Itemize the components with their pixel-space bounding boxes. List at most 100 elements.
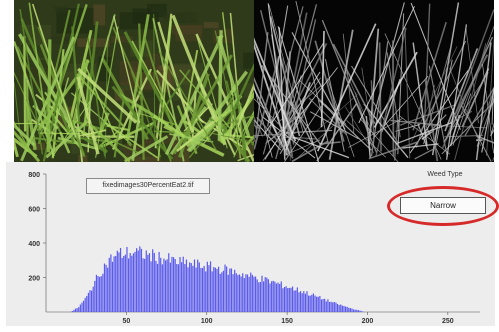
- histogram-bar: [253, 276, 255, 312]
- histogram-bar: [296, 287, 298, 312]
- histogram-bar: [293, 290, 295, 312]
- histogram-bar: [309, 295, 311, 312]
- histogram-bar: [153, 252, 155, 312]
- histogram-bar: [164, 260, 167, 312]
- histogram-bar: [174, 259, 176, 312]
- histogram-bar: [301, 293, 303, 312]
- histogram-bar: [190, 263, 192, 312]
- histogram-bar: [226, 266, 228, 312]
- histogram-bar: [152, 249, 154, 312]
- histogram-bar: [258, 282, 260, 312]
- histogram-bar: [288, 287, 290, 312]
- histogram-bar: [86, 295, 88, 312]
- histogram-bar: [287, 288, 289, 312]
- histogram-bar: [111, 261, 114, 312]
- histogram-bar: [304, 293, 306, 312]
- histogram-bar: [290, 287, 292, 312]
- edge-detection-icon: [254, 0, 494, 162]
- histogram-bar: [168, 253, 170, 312]
- histogram-bar: [346, 306, 348, 312]
- histogram-bar: [76, 308, 78, 312]
- histogram-bar: [295, 290, 297, 312]
- histogram-bar: [216, 268, 218, 312]
- histogram-bar: [303, 291, 305, 312]
- histogram-bar: [269, 283, 271, 312]
- histogram-bar: [102, 273, 104, 312]
- image-strip: [14, 0, 494, 162]
- histogram-bar: [169, 262, 171, 312]
- histogram-bar: [291, 286, 294, 312]
- file-name-field[interactable]: fixedimages30PercentEat2.tif: [86, 178, 210, 194]
- histogram-bar: [172, 257, 175, 312]
- y-tick-label: 400: [28, 241, 40, 248]
- histogram-bar: [78, 307, 80, 312]
- histogram-bar: [272, 280, 274, 312]
- histogram-bar: [283, 287, 286, 312]
- histogram-bar: [158, 251, 160, 312]
- histogram-bar: [84, 297, 86, 312]
- histogram-bar: [150, 261, 152, 312]
- histogram-bar: [144, 258, 146, 312]
- histogram-bar: [222, 270, 225, 312]
- histogram-bar: [254, 276, 257, 312]
- histogram-bar: [264, 277, 266, 312]
- y-tick-label: 800: [28, 172, 40, 179]
- histogram-bar: [238, 274, 241, 312]
- histogram-bar: [271, 281, 273, 312]
- histogram-bar: [142, 258, 144, 312]
- histogram-bar: [219, 273, 221, 312]
- histogram-bar: [97, 276, 99, 312]
- histogram-bar: [335, 302, 337, 312]
- histogram-bar: [163, 258, 165, 312]
- weed-type-field[interactable]: Narrow: [400, 197, 486, 214]
- histogram-bar: [116, 250, 118, 312]
- histogram-bar: [100, 276, 102, 312]
- histogram-bar: [156, 263, 159, 312]
- histogram-bar: [267, 279, 270, 312]
- grass-photo-icon: [14, 0, 254, 162]
- histogram-bar: [201, 267, 204, 312]
- histogram-bar: [234, 269, 236, 312]
- histogram-bar: [108, 257, 110, 312]
- histogram-bar: [185, 259, 188, 312]
- histogram-bar: [119, 248, 122, 312]
- histogram-bar: [280, 281, 282, 312]
- histogram-bar: [320, 299, 323, 312]
- histogram-bar: [330, 301, 332, 312]
- histogram-bar: [127, 258, 130, 312]
- histogram-bar: [340, 304, 342, 312]
- histogram-bar: [181, 262, 183, 312]
- histogram-bar: [132, 253, 135, 312]
- histogram-bar: [327, 299, 329, 312]
- histogram-bar: [139, 246, 141, 312]
- histogram-bar: [324, 298, 326, 312]
- histogram-chart: 200 400 600 800 50 100 150 200 250: [28, 172, 480, 325]
- histogram-bar: [341, 305, 343, 312]
- histogram-bar: [282, 288, 284, 312]
- histogram-bar: [251, 274, 253, 312]
- histogram-bar: [208, 265, 210, 312]
- histogram-bar: [328, 301, 331, 312]
- histogram-bar: [266, 277, 268, 312]
- histogram-bar: [107, 267, 109, 312]
- histogram-bar: [82, 300, 85, 312]
- histogram-bar: [256, 279, 258, 312]
- histogram-bar: [155, 260, 157, 312]
- histogram-bar: [177, 264, 180, 312]
- histogram-bar: [359, 310, 361, 312]
- histogram-bar: [306, 291, 308, 312]
- histogram-bar: [189, 262, 191, 312]
- histogram-bar: [161, 264, 163, 312]
- histogram-bar: [147, 254, 149, 312]
- histogram-bar: [237, 275, 239, 312]
- histogram-bar: [336, 303, 339, 312]
- histogram-bar: [232, 274, 234, 312]
- histogram-bar: [351, 308, 353, 312]
- histogram-bar: [348, 307, 350, 312]
- histogram-bar: [319, 295, 321, 312]
- histogram-bar: [126, 246, 128, 312]
- histogram-bar: [343, 305, 345, 312]
- histogram-bar: [136, 248, 138, 312]
- histogram-bar: [314, 295, 316, 312]
- histogram-bar: [221, 272, 223, 312]
